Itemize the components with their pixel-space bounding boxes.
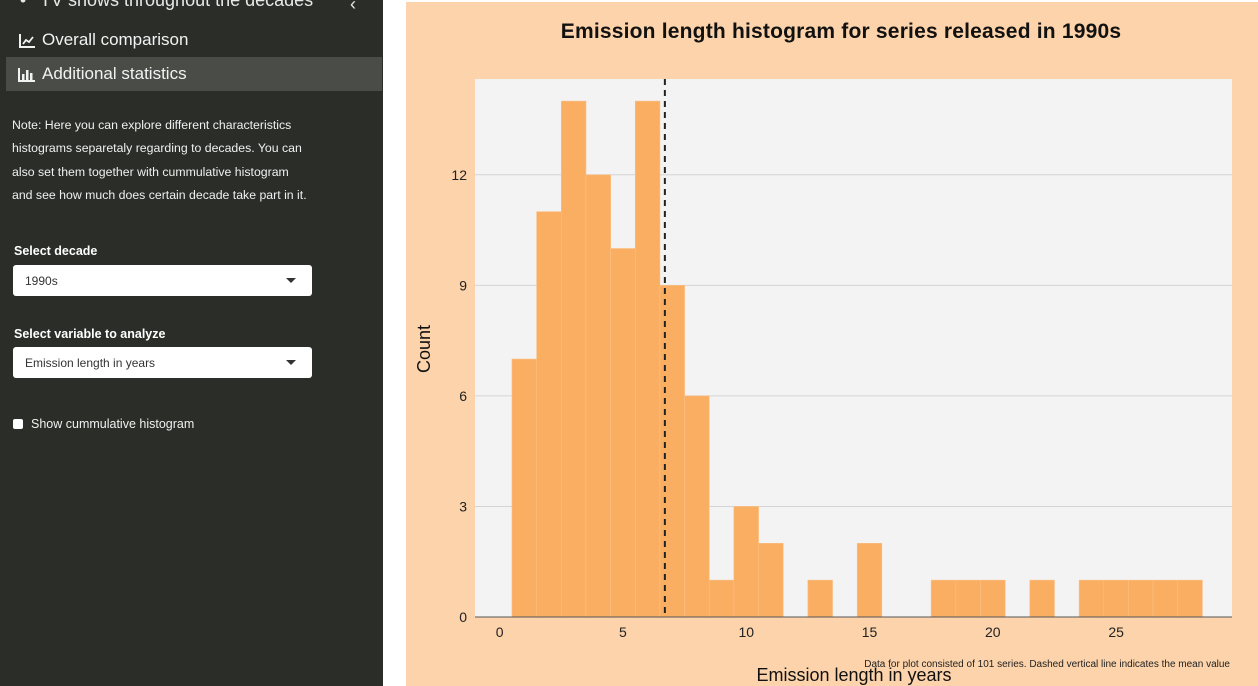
histogram-bar: [856, 543, 883, 618]
note-text: Note: Here you can explore different cha…: [12, 118, 307, 202]
variable-select[interactable]: Emission length in years: [13, 347, 312, 378]
y-tick-label: 9: [459, 277, 467, 293]
histogram-bar: [659, 285, 685, 618]
x-axis-label: Emission length in years: [756, 665, 951, 685]
histogram-bar: [1177, 579, 1203, 618]
x-tick-label: 10: [738, 624, 754, 640]
y-tick-label: 0: [459, 609, 467, 625]
decade-select[interactable]: 1990s: [13, 265, 312, 296]
histogram-bar: [1128, 579, 1154, 618]
histogram-bar: [634, 100, 661, 618]
sidebar: • TV shows throughout the decades ‹ Overa…: [0, 0, 383, 686]
cumulative-checkbox-label: Show cummulative histogram: [31, 417, 195, 431]
histogram-bar: [758, 543, 784, 618]
app-title-text: TV shows throughout the decades: [40, 0, 314, 10]
y-tick-label: 12: [451, 167, 467, 183]
histogram-bar: [684, 395, 710, 618]
line-chart-icon: [18, 31, 40, 49]
histogram-bar: [980, 579, 1006, 618]
plot-panel: Emission length histogram for series rel…: [406, 2, 1258, 686]
cumulative-checkbox[interactable]: [13, 419, 23, 429]
histogram-bar: [807, 579, 833, 618]
x-tick-label: 20: [985, 624, 1001, 640]
decade-label: Select decade: [14, 244, 98, 258]
y-tick-label: 3: [459, 498, 467, 514]
histogram-bar: [1029, 579, 1055, 618]
histogram-bar: [1152, 579, 1179, 618]
chevron-down-icon: [286, 360, 296, 365]
chart-caption: Data for plot consisted of 101 series. D…: [864, 659, 1230, 670]
tv-icon: •: [19, 0, 27, 10]
y-axis-label: Count: [414, 325, 434, 373]
variable-label: Select variable to analyze: [14, 327, 166, 341]
collapse-sidebar-icon[interactable]: ‹: [350, 0, 356, 14]
cumulative-checkbox-row[interactable]: Show cummulative histogram: [13, 417, 194, 431]
histogram-bar: [1078, 579, 1105, 618]
bar-chart-icon: [18, 65, 40, 83]
histogram-bar: [733, 506, 759, 618]
histogram-chart: 0 3 6 9 12 0 5 10 15 20 25 Count Emission length i…: [414, 79, 1232, 685]
axis-ticks: 0 3 6 9 12 0 5 10 15 20 25: [451, 167, 1124, 640]
app-title: • TV shows throughout the decades: [16, 0, 366, 10]
menu-item-additional-statistics[interactable]: Additional statistics: [6, 57, 382, 91]
bars: [511, 100, 1203, 618]
chart-title: Emission length histogram for series rel…: [560, 20, 1122, 43]
histogram-bar: [610, 248, 636, 618]
histogram-bar: [511, 358, 537, 618]
histogram-bar: [955, 579, 981, 618]
y-tick-label: 6: [459, 388, 467, 404]
histogram-bar: [536, 211, 562, 618]
histogram-bar: [585, 174, 611, 618]
histogram-bar: [930, 579, 957, 618]
menu-item-label: Overall comparison: [42, 30, 189, 49]
histogram-bar: [708, 579, 735, 618]
x-tick-label: 5: [619, 624, 627, 640]
menu-item-label: Additional statistics: [42, 64, 187, 83]
histogram-bar: [1103, 579, 1129, 618]
x-tick-label: 15: [862, 624, 878, 640]
variable-select-value: Emission length in years: [25, 355, 156, 370]
x-tick-label: 25: [1108, 624, 1124, 640]
menu-item-overall-comparison[interactable]: Overall comparison: [6, 23, 382, 57]
histogram-bar: [561, 100, 587, 618]
x-tick-label: 0: [496, 624, 504, 640]
chevron-down-icon: [286, 278, 296, 283]
decade-select-value: 1990s: [25, 273, 58, 288]
